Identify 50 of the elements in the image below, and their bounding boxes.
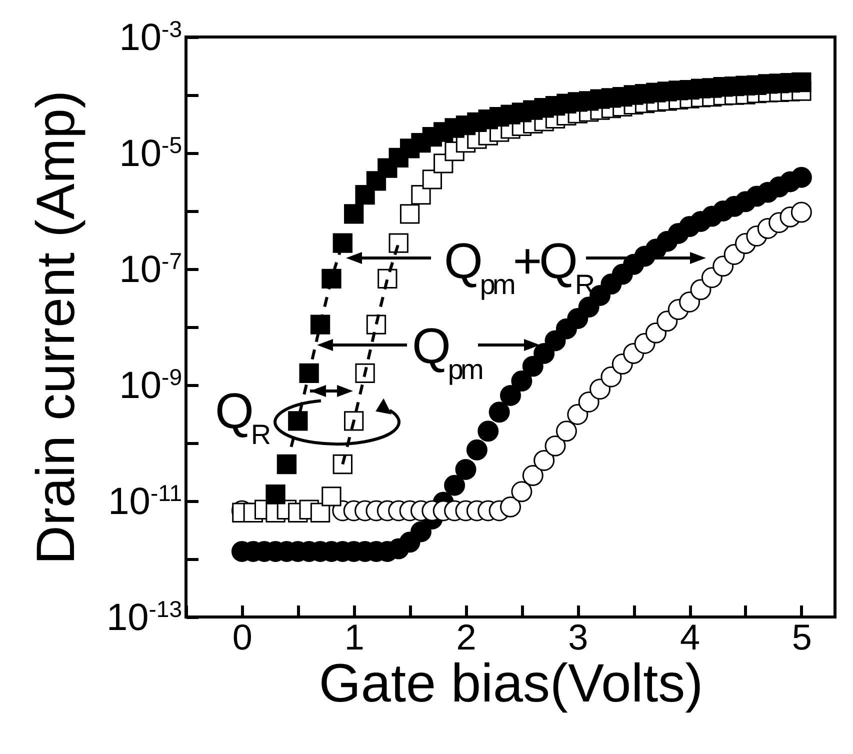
point (522, 465, 544, 486)
point (500, 384, 521, 406)
x-tick-label: 0 (232, 616, 252, 658)
point (299, 363, 319, 383)
point (466, 439, 488, 460)
point (522, 356, 544, 377)
point (266, 484, 286, 504)
point (400, 204, 420, 224)
point (411, 185, 431, 205)
point (790, 166, 812, 188)
point (511, 370, 532, 392)
y-tick-label: 10$^{-5}$ (119, 132, 182, 175)
point (388, 233, 408, 253)
point (534, 450, 555, 471)
y-tick-label: 10$^{-11}$ (108, 480, 182, 523)
point (422, 170, 442, 190)
point (322, 268, 342, 289)
point (332, 233, 352, 253)
point (444, 474, 466, 496)
point (556, 420, 577, 442)
annotation: Q$_{pm}$ (412, 318, 482, 384)
point (500, 496, 521, 518)
point (567, 404, 588, 425)
y-tick-label: 10$^{-9}$ (119, 364, 182, 407)
x-tick-label: 5 (792, 616, 812, 658)
point (355, 363, 375, 383)
point (310, 502, 330, 522)
point (600, 366, 622, 388)
point (478, 420, 499, 442)
y-tick-label: 10$^{-3}$ (119, 16, 182, 59)
point (332, 454, 352, 474)
point (276, 454, 297, 474)
point (288, 411, 308, 431)
point (790, 202, 812, 223)
point (344, 204, 364, 224)
point (578, 391, 600, 412)
point (455, 458, 476, 480)
y-tick-label: 10$^{-7}$ (119, 248, 182, 291)
annotation: Q$_{R}$ (215, 383, 270, 450)
point (344, 411, 364, 431)
point (310, 314, 330, 334)
point (488, 402, 510, 423)
point (792, 72, 812, 92)
point (544, 435, 566, 456)
y-tick-label: 10$^{-13}$ (106, 596, 182, 639)
point (322, 486, 342, 506)
point (534, 342, 555, 364)
y-axis-title: Drain current (Amp) (26, 90, 86, 565)
point (410, 521, 432, 542)
point (511, 481, 532, 502)
